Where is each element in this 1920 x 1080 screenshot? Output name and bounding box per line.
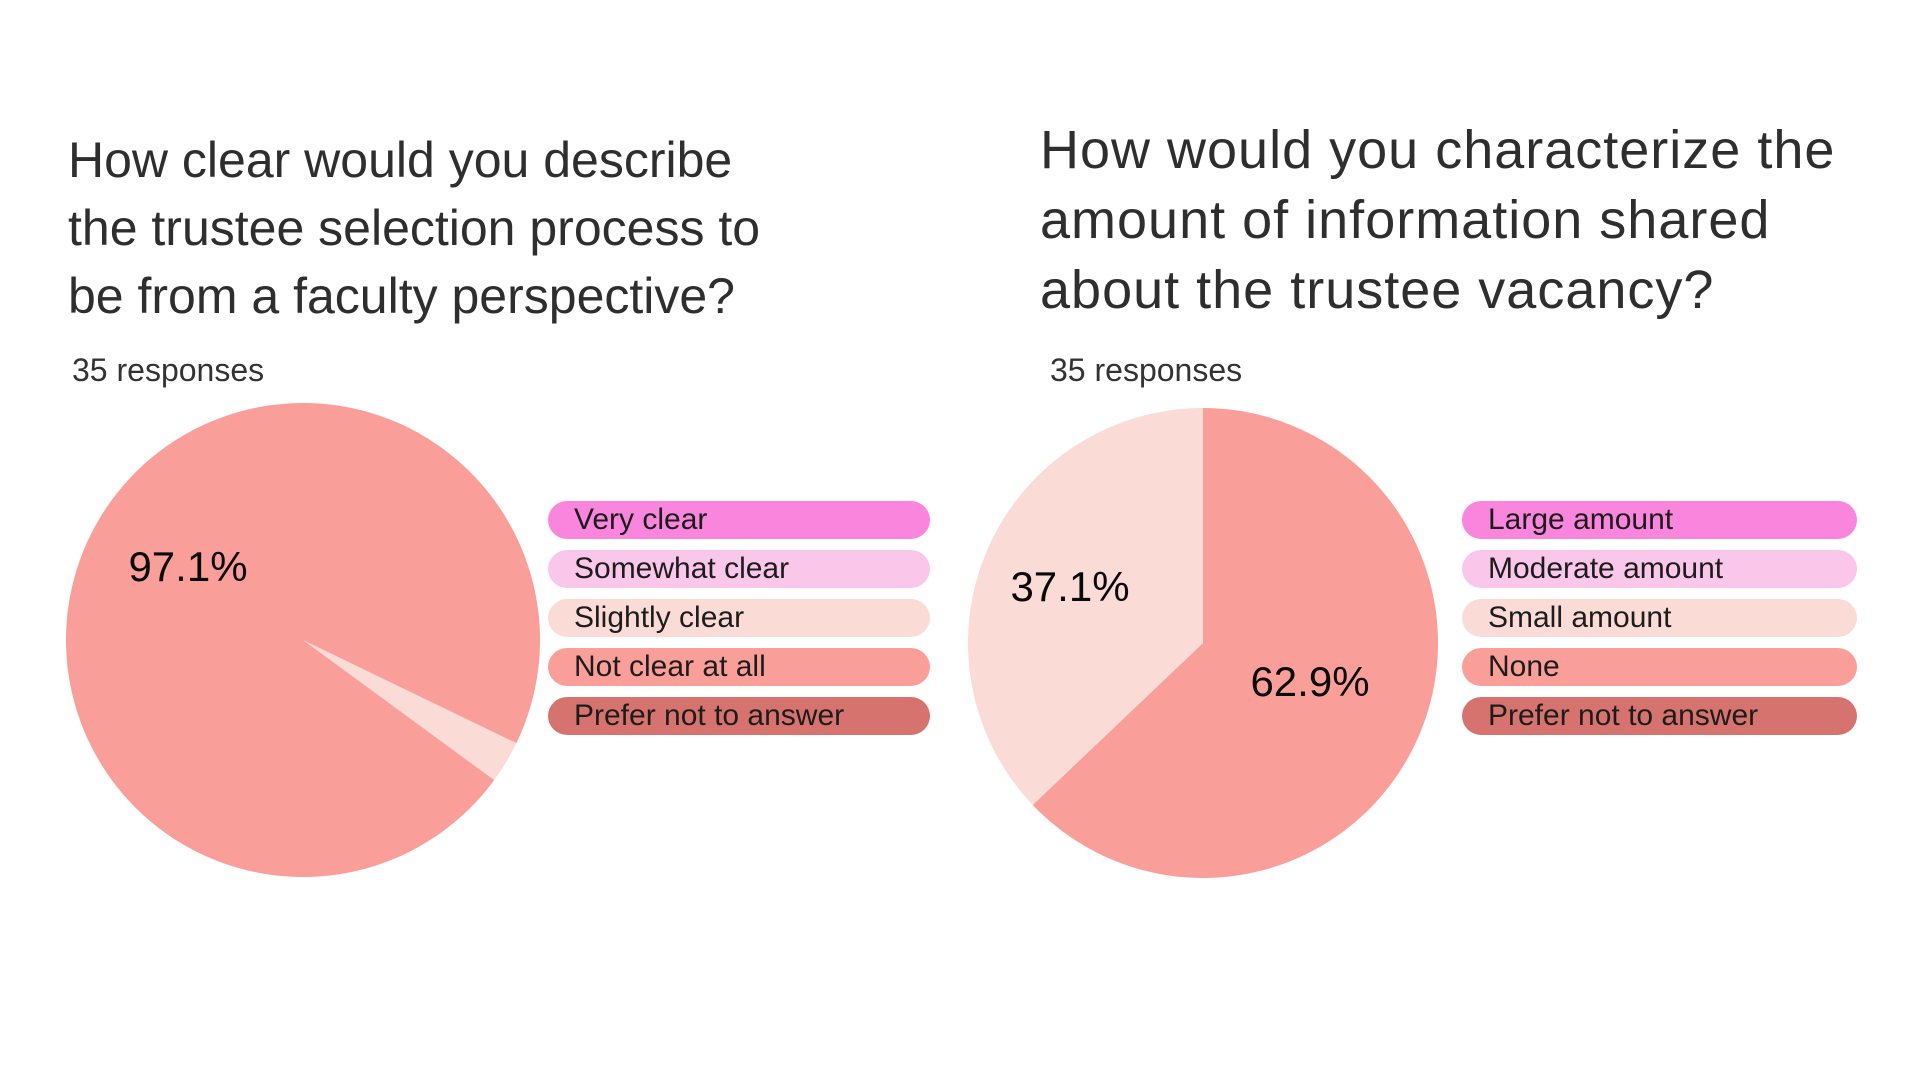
legend-item-label: Very clear bbox=[574, 503, 708, 536]
legend-item-label: Prefer not to answer bbox=[574, 699, 845, 732]
pie-slice-none bbox=[1032, 408, 1438, 878]
legend-item: Large amount bbox=[1462, 501, 1857, 539]
legend-item-label: Prefer not to answer bbox=[1488, 699, 1759, 732]
legend-item: Prefer not to answer bbox=[1462, 697, 1857, 735]
slice-percentage-label: 62.9% bbox=[1250, 658, 1370, 705]
pie-slice-slightly-clear bbox=[303, 640, 517, 781]
pie-chart-information bbox=[968, 408, 1438, 878]
response-count-information: 35 responses bbox=[1050, 352, 1243, 388]
legend-item: Not clear at all bbox=[548, 648, 930, 686]
legend-item-label: Not clear at all bbox=[574, 650, 766, 683]
legend-item: Prefer not to answer bbox=[548, 697, 930, 735]
legend-item: Moderate amount bbox=[1462, 550, 1857, 588]
response-count-clarity: 35 responses bbox=[72, 352, 265, 388]
legend-item: Small amount bbox=[1462, 599, 1857, 637]
pie-slice-not-clear-at-all bbox=[66, 403, 540, 877]
question-title-information: How would you characterize the amount of… bbox=[1040, 120, 1836, 320]
legend-item-label: Small amount bbox=[1488, 601, 1672, 634]
legend-item-label: Somewhat clear bbox=[574, 552, 790, 585]
legend-item: Very clear bbox=[548, 501, 930, 539]
legend-item-label: Large amount bbox=[1488, 503, 1674, 536]
legend-item-label: None bbox=[1488, 650, 1560, 683]
pie-chart-clarity bbox=[66, 403, 540, 877]
legend-item: Somewhat clear bbox=[548, 550, 930, 588]
legend-item-label: Slightly clear bbox=[574, 601, 745, 634]
question-title-clarity: How clear would you describe the trustee… bbox=[68, 132, 761, 324]
slice-percentage-label: 37.1% bbox=[1010, 563, 1130, 610]
legend-item-label: Moderate amount bbox=[1488, 552, 1724, 585]
legend-item: Slightly clear bbox=[548, 599, 930, 637]
legend-item: None bbox=[1462, 648, 1857, 686]
pie-slice-small-amount bbox=[968, 408, 1203, 805]
slice-percentage-label: 97.1% bbox=[128, 543, 248, 590]
